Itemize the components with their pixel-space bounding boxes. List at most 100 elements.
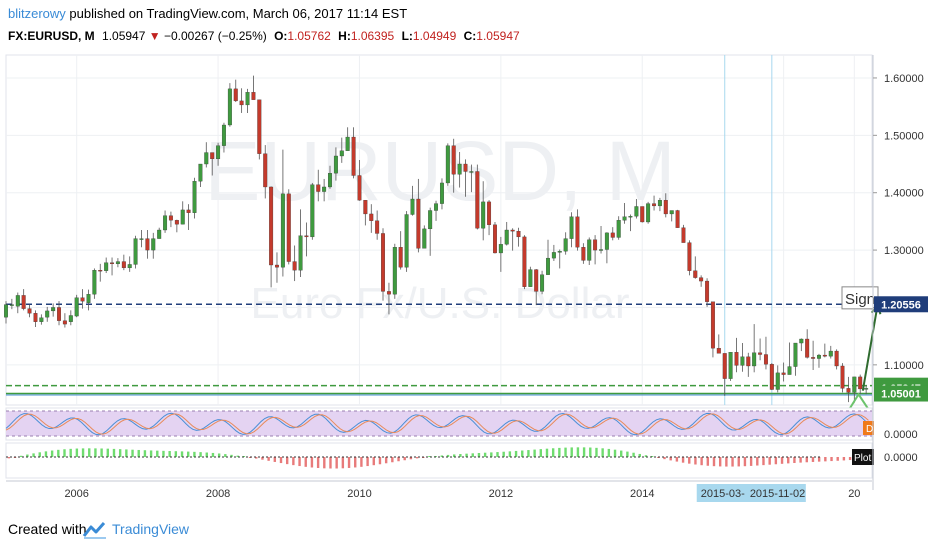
- author-link[interactable]: blitzerowy: [8, 6, 66, 21]
- histogram-bar-64: [403, 457, 406, 461]
- candle-body-66: [392, 247, 397, 295]
- tradingview-logo-icon[interactable]: [82, 520, 108, 540]
- histogram-bar-85: [533, 449, 536, 457]
- candle-body-115: [681, 227, 686, 243]
- oscillator-marker-bg: [863, 421, 874, 435]
- candle-body-128: [758, 352, 763, 355]
- price-tick-label-2: 1.40000: [884, 188, 924, 200]
- candle-body-131: [775, 372, 780, 390]
- histogram-bar-52: [329, 457, 332, 469]
- histogram-bar-80: [502, 451, 505, 457]
- watermark-symbol: EURUSD, M: [204, 124, 675, 218]
- candle-body-122: [722, 353, 727, 379]
- histogram-bar-13: [88, 448, 91, 457]
- histogram-bar-23: [149, 450, 153, 457]
- histogram-bar-7: [50, 450, 54, 457]
- footer: Created with TradingView: [0, 510, 932, 550]
- tradingview-brand[interactable]: TradingView: [112, 521, 190, 537]
- candle-body-126: [746, 356, 751, 367]
- histogram-bar-53: [335, 457, 338, 469]
- candle-body-78: [463, 163, 468, 172]
- low-value: 1.04949: [412, 29, 457, 43]
- candle-body-118: [699, 277, 704, 282]
- histogram-bar-46: [292, 457, 295, 466]
- candle-body-7: [45, 310, 50, 318]
- chart-area[interactable]: EURUSD, M Euro Fx/U.S. Dollar Sign D 0.00…: [0, 50, 932, 510]
- histogram-bar-24: [156, 450, 159, 457]
- candle-body-26: [157, 229, 162, 239]
- candle-body-72: [428, 210, 433, 230]
- histogram-bar-87: [545, 448, 549, 457]
- close-value: 1.05947: [476, 29, 520, 43]
- candle-body-75: [445, 145, 450, 184]
- candle-body-71: [422, 228, 427, 249]
- histogram-bar-109: [681, 457, 685, 463]
- histogram-bar-21: [137, 449, 140, 457]
- candle-body-43: [257, 99, 262, 154]
- symbol-label[interactable]: FX:EURUSD, M: [8, 29, 95, 43]
- candle-body-45: [269, 186, 274, 266]
- histogram-bar-86: [539, 449, 542, 457]
- candle-body-69: [410, 198, 415, 215]
- candle-body-114: [675, 210, 680, 228]
- histogram-bar-133: [830, 457, 833, 462]
- chart-header: blitzerowy published on TradingView.com,…: [0, 0, 932, 50]
- histogram-bar-94: [589, 447, 592, 457]
- histogram-bar-134: [836, 457, 839, 461]
- histogram-bar-25: [162, 450, 165, 457]
- candle-body-104: [616, 220, 621, 238]
- histogram-bar-73: [459, 454, 462, 457]
- candle-body-96: [569, 216, 574, 239]
- histogram-bar-36: [230, 454, 233, 457]
- horizontal-lines[interactable]: [6, 303, 872, 396]
- candle-body-18: [110, 262, 115, 265]
- candle-body-137: [811, 357, 816, 359]
- candle-body-120: [710, 301, 715, 349]
- histogram-bar-48: [304, 457, 307, 467]
- candle-body-81: [481, 201, 486, 229]
- candle-body-93: [551, 252, 556, 259]
- histogram-bar-99: [620, 450, 623, 457]
- histogram-bar-58: [366, 457, 369, 467]
- histogram-bar-32: [205, 452, 208, 457]
- histogram-bar-136: [848, 457, 852, 461]
- time-label-5: 20: [848, 488, 860, 500]
- histogram-bar-60: [378, 457, 382, 465]
- histogram-bar-124: [774, 457, 778, 465]
- last-price: 1.05947: [102, 29, 146, 43]
- price-label-bg-3: [874, 385, 928, 402]
- histogram-bar-88: [551, 448, 555, 457]
- high-label: H:: [338, 29, 351, 43]
- created-with-text: Created with: [8, 521, 87, 537]
- histogram-bar-72: [452, 454, 456, 457]
- candle-body-140: [828, 350, 833, 357]
- projection-arrow[interactable]: [861, 304, 879, 391]
- histogram-bar-112: [700, 457, 703, 466]
- histogram-pane: [5, 442, 873, 479]
- close-label: C:: [463, 29, 477, 43]
- histogram-bar-127: [793, 457, 796, 463]
- open-label: O:: [274, 29, 288, 43]
- histogram-bar-54: [341, 457, 345, 469]
- histogram-bar-115: [718, 457, 722, 467]
- price-axis[interactable]: 1.600001.500001.400001.300001.200001.100…: [872, 55, 928, 490]
- candle-body-32: [192, 181, 197, 213]
- histogram-bar-118: [737, 457, 740, 467]
- histogram-bar-90: [564, 447, 567, 457]
- candle-body-143: [846, 388, 851, 393]
- open-value: 1.05762: [287, 29, 331, 43]
- entry-mark[interactable]: [847, 392, 872, 413]
- histogram-bar-71: [446, 454, 450, 457]
- histogram-bar-63: [397, 457, 400, 462]
- histogram-bar-89: [558, 447, 561, 457]
- time-axis[interactable]: 2006 2008 2010 2012 2014 20 2015-03- 2015-11-02: [6, 480, 872, 502]
- candle-body-48: [286, 193, 291, 262]
- candle-body-44: [263, 153, 268, 188]
- histogram-bar-120: [749, 457, 753, 466]
- oscillator-band: [6, 411, 872, 436]
- candle-body-130: [769, 364, 774, 390]
- candle-body-97: [575, 216, 580, 248]
- time-label-1: 2008: [206, 488, 230, 500]
- histogram-bar-74: [465, 453, 468, 457]
- candle-body-90: [534, 269, 539, 292]
